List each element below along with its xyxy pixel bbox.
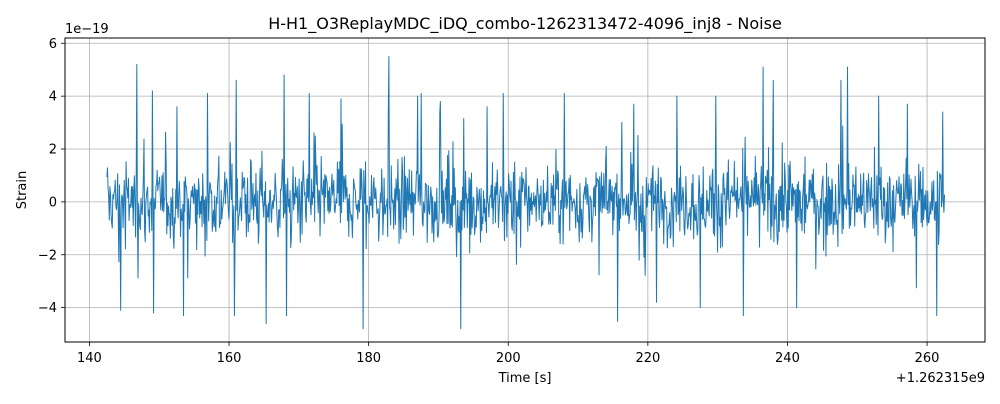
series-strain-noise [106,56,946,330]
x-axis-offset-label: +1.262315e9 [896,371,985,386]
strain-noise-line [106,56,946,330]
x-tick-label: 160 [217,351,242,366]
x-tick-label: 140 [77,351,102,366]
x-tick-label: 180 [356,351,381,366]
x-axis-label: Time [s] [498,371,552,386]
x-tick-label: 240 [775,351,800,366]
x-tick-label: 220 [635,351,660,366]
x-tick-label: 200 [496,351,521,366]
y-tick-label: −4 [38,301,57,316]
x-tick-label: 260 [915,351,940,366]
y-tick-label: 4 [49,90,57,105]
y-tick-label: −2 [38,248,57,263]
y-tick-label: 2 [49,143,57,158]
y-tick-label: 0 [49,195,57,210]
y-axis-ticks: −4 −2 0 2 4 6 [38,37,65,316]
y-axis-label: Strain [15,171,30,210]
chart-title: H-H1_O3ReplayMDC_iDQ_combo-1262313472-40… [268,14,782,34]
x-axis-ticks: 140 160 180 200 220 240 260 [77,342,939,366]
plot-frame [64,37,986,343]
y-axis-scale-label: 1e−19 [65,22,109,37]
y-tick-label: 6 [49,37,57,52]
